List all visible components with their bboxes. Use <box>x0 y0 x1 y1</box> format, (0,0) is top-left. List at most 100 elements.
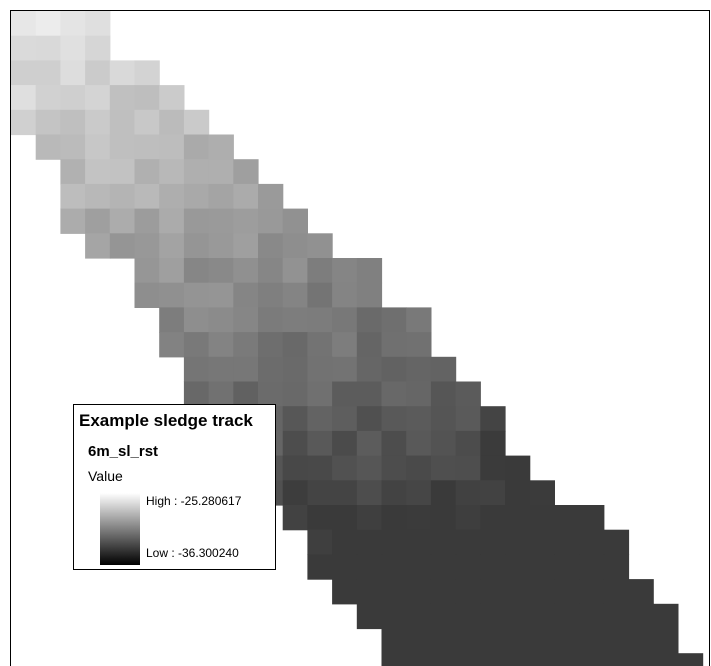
raster-cell <box>85 11 111 37</box>
raster-cell <box>159 183 185 210</box>
raster-cell <box>480 628 506 654</box>
raster-cell <box>233 233 259 259</box>
raster-cell <box>455 653 481 666</box>
raster-cell <box>529 480 555 506</box>
raster-cell <box>208 282 234 308</box>
raster-cell <box>60 208 86 234</box>
raster-cell <box>159 307 185 333</box>
raster-cell <box>356 258 383 284</box>
raster-cell <box>307 381 333 407</box>
raster-cell <box>282 307 308 333</box>
raster-cell <box>406 579 432 605</box>
sledge-track-raster <box>11 11 704 666</box>
raster-cell <box>282 356 308 383</box>
raster-cell <box>554 603 580 630</box>
raster-cell <box>11 35 37 61</box>
raster-cell <box>233 381 259 407</box>
raster-cell <box>406 332 432 358</box>
raster-cell <box>134 60 160 86</box>
raster-cell <box>332 356 358 383</box>
raster-cell <box>579 529 605 555</box>
raster-cell <box>282 455 308 481</box>
raster-cell <box>603 653 630 666</box>
raster-cell <box>430 603 457 630</box>
raster-cell <box>381 332 407 358</box>
raster-cell <box>480 579 506 605</box>
raster-cell <box>60 159 86 185</box>
raster-cell <box>35 11 61 37</box>
raster-cell <box>628 579 654 605</box>
raster-cell <box>109 134 136 160</box>
raster-cell <box>159 159 185 185</box>
raster-cell <box>505 603 531 630</box>
raster-cell <box>480 554 506 580</box>
raster-cell <box>258 233 284 259</box>
raster-cell <box>332 258 358 284</box>
raster-cell <box>406 653 432 666</box>
raster-cell <box>134 208 160 234</box>
raster-cell <box>11 11 37 37</box>
raster-cell <box>505 529 531 555</box>
raster-cell <box>35 60 61 86</box>
raster-cell <box>406 406 432 432</box>
raster-cell <box>579 579 605 605</box>
legend-layer-name: 6m_sl_rst <box>88 443 159 460</box>
raster-cell <box>529 505 555 531</box>
raster-cell <box>480 603 506 630</box>
raster-cell <box>159 85 185 111</box>
raster-cell <box>529 603 555 630</box>
raster-cell <box>134 233 160 259</box>
raster-cell <box>332 579 358 605</box>
raster-cell <box>381 603 407 630</box>
raster-cell <box>430 430 457 457</box>
raster-cell <box>406 430 432 457</box>
legend-high-label: High : -25.280617 <box>146 494 242 508</box>
raster-cell <box>653 603 679 630</box>
raster-cell <box>307 505 333 531</box>
raster-cell <box>35 109 61 136</box>
raster-cell <box>455 406 481 432</box>
raster-cell <box>307 406 333 432</box>
raster-cell <box>233 307 259 333</box>
raster-cell <box>356 307 383 333</box>
raster-cell <box>455 505 481 531</box>
raster-cell <box>505 653 531 666</box>
raster-cell <box>60 109 86 136</box>
raster-cell <box>579 554 605 580</box>
raster-cell <box>480 505 506 531</box>
raster-cell <box>554 653 580 666</box>
raster-cell <box>159 258 185 284</box>
raster-cell <box>208 183 234 210</box>
raster-cell <box>554 529 580 555</box>
raster-cell <box>455 603 481 630</box>
raster-cell <box>455 579 481 605</box>
raster-cell <box>381 554 407 580</box>
raster-cell <box>430 628 457 654</box>
raster-cell <box>381 628 407 654</box>
raster-cell <box>406 554 432 580</box>
raster-cell <box>183 307 210 333</box>
raster-cell <box>603 603 630 630</box>
raster-cell <box>258 208 284 234</box>
legend-title: Example sledge track <box>79 411 253 430</box>
raster-cell <box>406 628 432 654</box>
raster-cell <box>505 480 531 506</box>
raster-cell <box>60 60 86 86</box>
raster-cell <box>60 35 86 61</box>
raster-cell <box>332 480 358 506</box>
raster-cell <box>332 332 358 358</box>
raster-cell <box>282 233 308 259</box>
raster-cell <box>282 332 308 358</box>
raster-cell <box>60 11 86 37</box>
raster-cell <box>183 282 210 308</box>
raster-cell <box>356 356 383 383</box>
raster-cell <box>406 603 432 630</box>
raster-cell <box>603 579 630 605</box>
raster-cell <box>332 282 358 308</box>
raster-cell <box>208 381 234 407</box>
raster-cell <box>183 208 210 234</box>
raster-cell <box>307 233 333 259</box>
raster-cell <box>60 183 86 210</box>
raster-cell <box>307 307 333 333</box>
raster-cell <box>35 85 61 111</box>
